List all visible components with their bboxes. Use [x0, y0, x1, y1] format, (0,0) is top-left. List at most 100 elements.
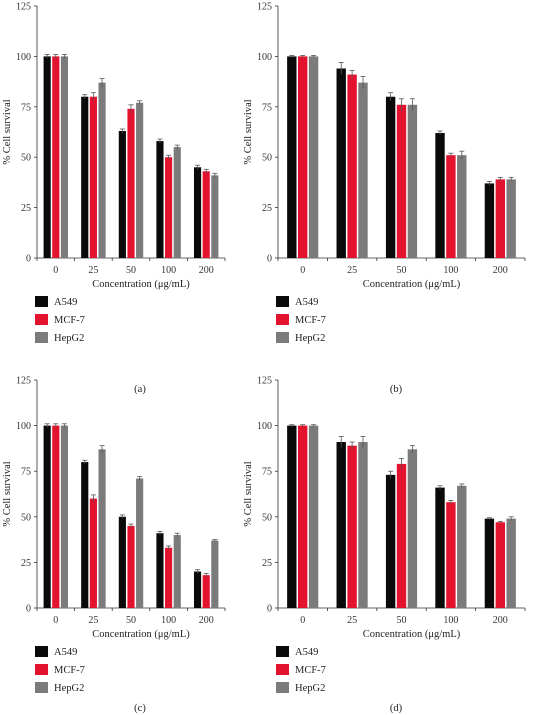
x-tick-label: 200 — [199, 615, 214, 626]
bar-hepg2-50 — [136, 102, 144, 258]
y-axis-title: % Cell survival — [243, 461, 254, 526]
legend-swatch — [35, 682, 48, 693]
bar-mcf7-100 — [165, 157, 173, 258]
x-tick-label: 100 — [161, 615, 176, 626]
y-tick-label: 50 — [262, 153, 272, 164]
bar-hepg2-50 — [136, 478, 144, 608]
x-tick-label: 25 — [347, 615, 357, 626]
y-tick-label: 100 — [16, 52, 31, 63]
y-tick-label: 75 — [262, 102, 272, 113]
legend-label: A549 — [54, 297, 77, 308]
legend: A549 MCF-7 HepG2 — [276, 646, 326, 694]
bar-hepg2-25 — [358, 442, 368, 608]
x-tick-label: 200 — [199, 265, 214, 276]
bar-hepg2-0 — [60, 425, 69, 608]
legend-swatch — [35, 296, 48, 307]
legend-swatch — [35, 664, 48, 675]
x-axis-title: Concentration (μg/mL) — [92, 279, 190, 290]
legend-swatch — [276, 332, 289, 343]
x-tick-label: 25 — [347, 265, 357, 276]
legend-label: HepG2 — [54, 683, 84, 694]
bar-a549-0 — [287, 425, 297, 608]
bar-mcf7-0 — [298, 425, 308, 608]
legend-label: A549 — [295, 297, 318, 308]
chart-panel-1: 0 25 50 75 100 125 % Cell survival 0 25 50 100 200 C… — [2, 2, 226, 395]
bar-a549-50 — [118, 130, 126, 258]
x-axis-title: Concentration (μg/mL) — [363, 279, 461, 290]
x-tick-label: 0 — [53, 615, 58, 626]
legend-swatch — [276, 682, 289, 693]
bar-mcf7-25 — [347, 74, 357, 258]
legend-swatch — [276, 646, 289, 657]
panel-label: (a) — [134, 384, 146, 395]
bar-a549-50 — [118, 516, 126, 608]
bar-a549-0 — [43, 56, 51, 259]
legend-swatch — [276, 296, 289, 307]
y-tick-label: 125 — [257, 376, 272, 387]
bar-a549-0 — [43, 425, 51, 608]
bar-mcf7-0 — [52, 56, 60, 259]
bar-mcf7-50 — [396, 463, 407, 608]
bar-a549-25 — [336, 68, 346, 258]
legend-label: HepG2 — [54, 333, 84, 344]
y-tick-label: 75 — [21, 467, 31, 478]
bar-hepg2-200 — [506, 518, 516, 608]
x-tick-label: 100 — [161, 265, 176, 276]
bar-hepg2-100 — [173, 147, 181, 258]
legend-swatch — [35, 314, 48, 325]
x-axis-title: Concentration (μg/mL) — [92, 629, 190, 640]
legend: A549 MCF-7 HepG2 — [35, 296, 85, 344]
chart-panel-2: 0 25 50 75 100 125 % Cell survival 0 25 50 100 200 C… — [243, 2, 526, 395]
bar-hepg2-0 — [60, 56, 69, 259]
bar-a549-25 — [336, 442, 346, 608]
y-tick-label: 0 — [267, 254, 272, 265]
y-tick-label: 25 — [262, 203, 272, 214]
y-tick-label: 125 — [16, 376, 31, 387]
y-tick-label: 100 — [257, 52, 272, 63]
y-tick-label: 50 — [262, 512, 272, 523]
legend-swatch — [35, 646, 48, 657]
y-tick-label: 100 — [257, 421, 272, 432]
legend: A549 MCF-7 HepG2 — [35, 646, 85, 694]
panel-label: (b) — [390, 384, 403, 395]
legend-label: HepG2 — [295, 333, 325, 344]
bar-a549-25 — [81, 462, 89, 608]
y-tick-label: 25 — [21, 203, 31, 214]
bar-hepg2-100 — [457, 155, 467, 258]
legend: A549 MCF-7 HepG2 — [276, 296, 326, 344]
legend-label: A549 — [54, 647, 77, 658]
y-tick-label: 75 — [262, 467, 272, 478]
x-tick-label: 200 — [493, 265, 508, 276]
bar-mcf7-50 — [127, 108, 135, 258]
bar-mcf7-200 — [495, 179, 505, 258]
x-tick-label: 0 — [300, 615, 305, 626]
bar-mcf7-0 — [52, 425, 60, 608]
bar-mcf7-100 — [446, 502, 456, 608]
legend-swatch — [276, 314, 289, 325]
x-tick-label: 100 — [443, 265, 458, 276]
bar-mcf7-0 — [298, 56, 308, 259]
y-tick-label: 125 — [16, 2, 31, 13]
legend-swatch — [35, 332, 48, 343]
y-tick-label: 0 — [267, 604, 272, 615]
y-axis-title: % Cell survival — [2, 99, 13, 164]
x-tick-label: 50 — [397, 615, 407, 626]
bar-hepg2-25 — [98, 82, 106, 258]
x-tick-label: 50 — [126, 615, 136, 626]
x-tick-label: 50 — [126, 265, 136, 276]
y-tick-label: 25 — [21, 558, 31, 569]
y-tick-label: 75 — [21, 102, 31, 113]
y-tick-label: 0 — [26, 604, 31, 615]
legend-label: MCF-7 — [54, 315, 85, 326]
bar-a549-0 — [287, 56, 297, 259]
x-tick-label: 25 — [88, 265, 98, 276]
bar-a549-50 — [385, 96, 396, 258]
y-tick-label: 0 — [26, 254, 31, 265]
y-axis-title: % Cell survival — [243, 99, 254, 164]
bar-mcf7-100 — [165, 547, 173, 608]
bar-a549-100 — [156, 141, 164, 258]
bar-hepg2-50 — [407, 104, 418, 258]
bar-hepg2-25 — [358, 82, 368, 258]
legend-label: MCF-7 — [54, 665, 85, 676]
